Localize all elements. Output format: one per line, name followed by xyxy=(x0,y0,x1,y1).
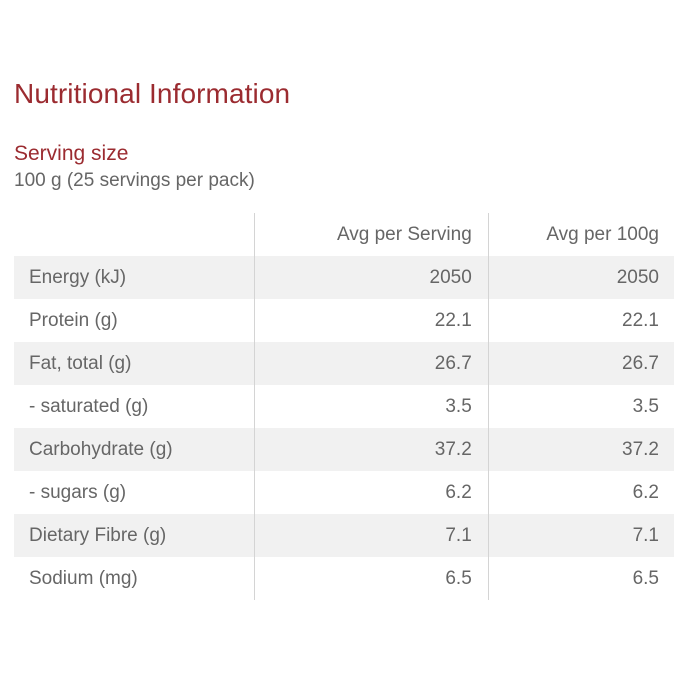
table-row: Protein (g) 22.1 22.1 xyxy=(14,299,674,342)
header-avg-per-100g: Avg per 100g xyxy=(487,213,674,256)
table-row: - saturated (g) 3.5 3.5 xyxy=(14,385,674,428)
value-per-100g: 3.5 xyxy=(487,385,674,428)
nutrient-name: Dietary Fibre (g) xyxy=(14,514,255,557)
table-row: Sodium (mg) 6.5 6.5 xyxy=(14,557,674,600)
nutrient-name: Carbohydrate (g) xyxy=(14,428,255,471)
nutrient-name: Protein (g) xyxy=(14,299,255,342)
value-per-serving: 7.1 xyxy=(253,514,489,557)
nutrient-name: Energy (kJ) xyxy=(14,256,255,299)
page-title: Nutritional Information xyxy=(14,78,291,109)
serving-size-value: 100 g (25 servings per pack) xyxy=(14,170,255,191)
nutrient-name: Sodium (mg) xyxy=(14,557,255,600)
value-per-serving: 3.5 xyxy=(253,385,489,428)
header-row: Avg per Serving Avg per 100g xyxy=(14,213,674,256)
nutrient-name: - saturated (g) xyxy=(14,385,255,428)
nutrient-name: - sugars (g) xyxy=(14,471,255,514)
nutrition-table: Avg per Serving Avg per 100g Energy (kJ)… xyxy=(14,213,674,600)
value-per-serving: 37.2 xyxy=(253,428,489,471)
value-per-100g: 7.1 xyxy=(487,514,674,557)
value-per-100g: 2050 xyxy=(487,256,674,299)
table-row: Energy (kJ) 2050 2050 xyxy=(14,256,674,299)
nutrition-table-header: Avg per Serving Avg per 100g xyxy=(14,213,674,256)
value-per-100g: 37.2 xyxy=(487,428,674,471)
value-per-serving: 22.1 xyxy=(253,299,489,342)
nutrition-table-body: Energy (kJ) 2050 2050 Protein (g) 22.1 2… xyxy=(14,256,674,600)
table-row: Fat, total (g) 26.7 26.7 xyxy=(14,342,674,385)
value-per-serving: 2050 xyxy=(253,256,489,299)
serving-size-label: Serving size xyxy=(14,142,129,165)
value-per-serving: 6.5 xyxy=(253,557,489,600)
table-row: Dietary Fibre (g) 7.1 7.1 xyxy=(14,514,674,557)
value-per-serving: 6.2 xyxy=(253,471,489,514)
table-row: Carbohydrate (g) 37.2 37.2 xyxy=(14,428,674,471)
value-per-100g: 6.5 xyxy=(487,557,674,600)
value-per-100g: 26.7 xyxy=(487,342,674,385)
nutrient-name: Fat, total (g) xyxy=(14,342,255,385)
table-row: - sugars (g) 6.2 6.2 xyxy=(14,471,674,514)
value-per-serving: 26.7 xyxy=(253,342,489,385)
value-per-100g: 22.1 xyxy=(487,299,674,342)
value-per-100g: 6.2 xyxy=(487,471,674,514)
header-nutrient xyxy=(14,213,254,256)
header-avg-per-serving: Avg per Serving xyxy=(253,213,489,256)
